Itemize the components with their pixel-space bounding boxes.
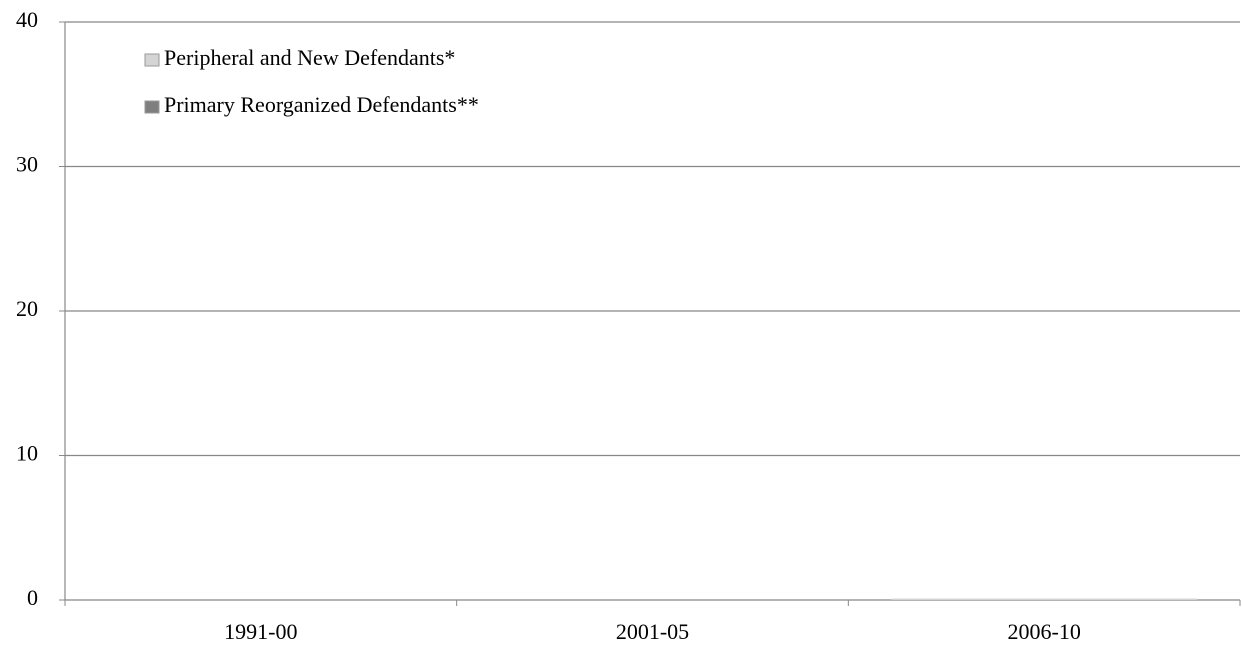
legend-swatch [144,53,160,67]
legend-swatch [144,100,160,114]
x-tick-label: 2006-10 [1008,619,1081,642]
y-tick-label: 30 [16,152,38,177]
y-tick-label: 40 [16,7,38,32]
legend-label: Primary Reorganized Defendants** [164,92,479,117]
y-tick-label: 20 [16,296,38,321]
y-tick-label: 10 [16,441,38,466]
y-tick-label: 0 [27,585,38,610]
x-tick-label: 2001-05 [616,619,689,642]
legend-label: Peripheral and New Defendants* [164,45,455,70]
bar [891,598,1197,600]
x-tick-label: 1991-00 [224,619,297,642]
